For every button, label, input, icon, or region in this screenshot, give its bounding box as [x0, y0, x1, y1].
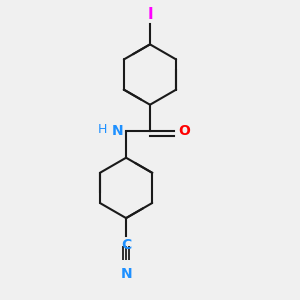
Text: I: I — [147, 7, 153, 22]
Text: N: N — [112, 124, 123, 138]
Text: N: N — [120, 267, 132, 281]
Text: C: C — [121, 238, 131, 252]
Text: O: O — [178, 124, 190, 138]
Text: H: H — [98, 123, 107, 136]
